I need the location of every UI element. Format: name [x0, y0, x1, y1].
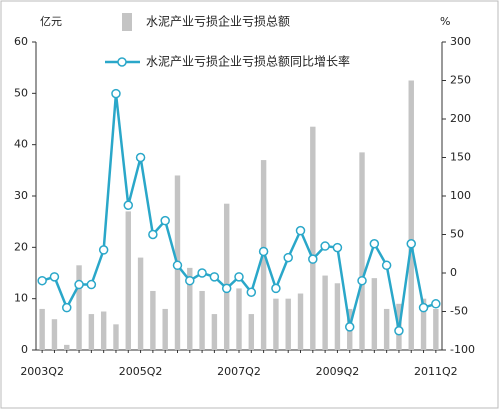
bar — [334, 283, 341, 350]
bar — [420, 298, 427, 350]
line-marker — [246, 287, 257, 297]
y-tick-label: 0 — [21, 343, 28, 356]
bar — [236, 288, 242, 350]
bar — [273, 298, 279, 350]
y-tick-label: 30 — [14, 189, 28, 202]
bar — [248, 314, 255, 350]
legend-label: 水泥产业亏损企业亏损总额 — [146, 14, 290, 29]
y2-tick-label: 250 — [450, 74, 471, 87]
y-tick-label: 60 — [14, 35, 28, 48]
y-tick-label: 20 — [14, 240, 28, 253]
bar — [383, 308, 390, 350]
line-marker — [332, 242, 343, 253]
legend-marker — [117, 57, 127, 67]
line-marker — [295, 225, 306, 236]
bar — [150, 290, 156, 350]
bar — [64, 344, 70, 350]
y2-tick-label: 200 — [450, 112, 471, 125]
y2-tick-label: 300 — [450, 35, 471, 48]
legend-swatch — [122, 13, 132, 31]
bar — [359, 152, 365, 350]
line-marker — [258, 246, 269, 257]
line-marker — [431, 299, 441, 309]
line-marker — [406, 238, 416, 249]
y2-tick-label: 100 — [450, 189, 471, 202]
bar — [51, 319, 58, 350]
line-marker — [357, 275, 367, 286]
line-marker — [37, 275, 47, 286]
line-marker — [344, 322, 355, 332]
line-marker — [394, 326, 404, 336]
bar — [187, 267, 193, 350]
y-tick-label: 10 — [14, 292, 28, 305]
bar — [371, 278, 378, 350]
bar — [322, 275, 328, 350]
x-tick-label: 2003Q2 — [20, 365, 64, 378]
bar — [125, 211, 131, 350]
line-marker — [135, 152, 146, 163]
x-tick-label: 2005Q2 — [119, 365, 163, 378]
line-marker — [308, 254, 318, 264]
y2-tick-label: 50 — [450, 228, 464, 241]
y2-unit: % — [440, 15, 450, 28]
line-marker — [74, 279, 84, 290]
line-marker — [320, 241, 330, 251]
y-unit: 亿元 — [40, 15, 62, 28]
y2-tick-label: -50 — [450, 305, 468, 318]
line-marker — [197, 268, 207, 278]
bar — [433, 308, 439, 350]
line-marker — [271, 283, 281, 294]
bar — [211, 314, 218, 350]
line-marker — [62, 302, 72, 313]
line-marker — [123, 200, 134, 210]
bar — [285, 298, 291, 350]
legend-label: 水泥产业亏损企业亏损总额同比增长率 — [146, 54, 350, 69]
line-marker — [172, 260, 183, 271]
line-marker — [209, 272, 220, 282]
line-marker — [418, 302, 429, 313]
line-marker — [111, 88, 121, 99]
line-marker — [49, 272, 60, 282]
line-marker — [98, 245, 109, 255]
x-tick-label: 2009Q2 — [316, 365, 360, 378]
bar — [162, 308, 168, 350]
bar — [88, 314, 95, 350]
bar — [310, 126, 316, 350]
bar — [100, 311, 107, 350]
line-marker — [234, 272, 244, 282]
line-marker — [148, 229, 158, 240]
y2-tick-label: 0 — [450, 266, 457, 279]
bar — [39, 308, 45, 350]
y-tick-label: 40 — [14, 138, 28, 151]
line-marker — [381, 260, 392, 271]
bar — [137, 257, 144, 350]
y2-tick-label: -100 — [450, 343, 475, 356]
line-marker — [221, 283, 232, 294]
bar — [408, 80, 414, 350]
bar — [113, 324, 119, 350]
x-tick-label: 2007Q2 — [217, 365, 261, 378]
line-marker — [283, 252, 293, 263]
line-marker — [160, 215, 170, 226]
bar — [297, 293, 304, 350]
y-tick-label: 50 — [14, 86, 28, 99]
line-marker — [86, 279, 97, 290]
bar — [76, 265, 82, 350]
x-tick-label: 2011Q2 — [414, 365, 458, 378]
line-marker — [185, 275, 195, 286]
bar — [199, 290, 205, 350]
y2-tick-label: 150 — [450, 151, 471, 164]
line-marker — [369, 238, 380, 249]
bar — [223, 203, 230, 350]
